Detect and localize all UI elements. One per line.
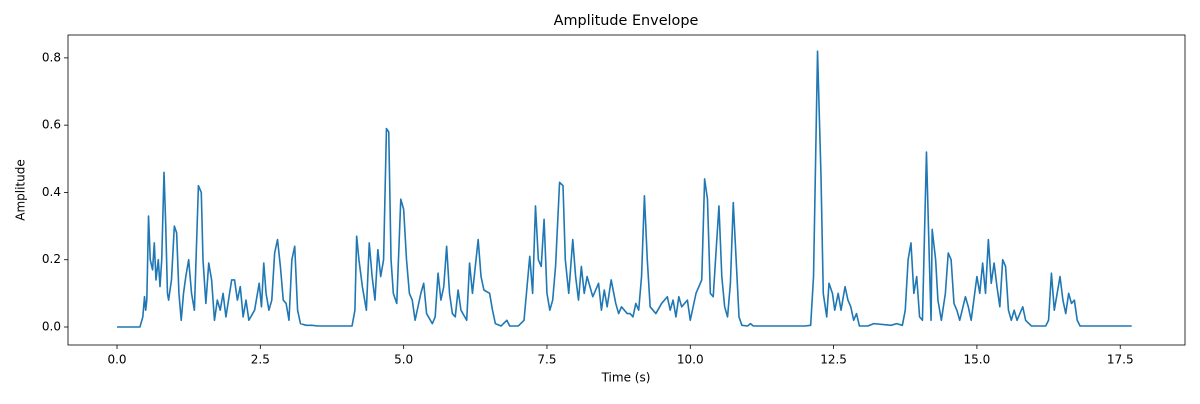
- x-tick-label: 12.5: [820, 353, 847, 367]
- plot-frame: [67, 34, 1186, 346]
- y-tick-label: 0.8: [42, 50, 61, 64]
- y-tick-label: 0.6: [42, 118, 61, 132]
- x-tick-label: 10.0: [677, 353, 704, 367]
- y-tick-label: 0.4: [42, 185, 61, 199]
- y-axis-label: Amplitude: [14, 159, 28, 221]
- x-tick-label: 7.5: [537, 353, 556, 367]
- x-tick-label: 5.0: [394, 353, 413, 367]
- x-tick-label: 2.5: [251, 353, 270, 367]
- y-tick-label: 0.0: [42, 320, 61, 334]
- chart-title: Amplitude Envelope: [554, 13, 699, 29]
- y-tick-label: 0.2: [42, 252, 61, 266]
- x-tick-label: 17.5: [1107, 353, 1134, 367]
- x-axis-label: Time (s): [601, 371, 651, 385]
- x-tick-label: 15.0: [964, 353, 991, 367]
- x-tick-label: 0.0: [107, 353, 126, 367]
- line-series: [117, 50, 1132, 328]
